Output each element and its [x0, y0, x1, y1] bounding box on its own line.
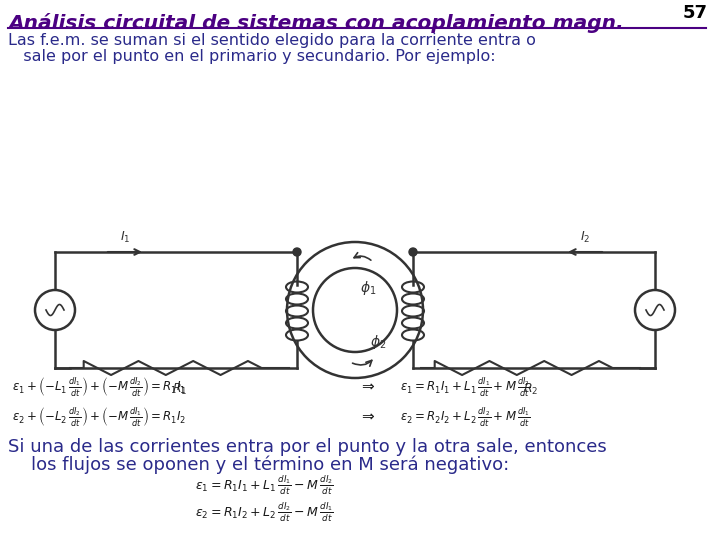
Text: Las f.e.m. se suman si el sentido elegido para la corriente entra o: Las f.e.m. se suman si el sentido elegid…: [8, 33, 536, 48]
Text: $I_2$: $I_2$: [580, 230, 590, 245]
Text: $\varepsilon_2 = R_2 I_2 + L_2\,\frac{dI_2}{dt} + M\,\frac{dI_1}{dt}$: $\varepsilon_2 = R_2 I_2 + L_2\,\frac{dI…: [400, 406, 531, 429]
Text: $\varepsilon_1 = R_1 I_1 + L_1\,\frac{dI_1}{dt} - M\,\frac{dI_2}{dt}$: $\varepsilon_1 = R_1 I_1 + L_1\,\frac{dI…: [195, 474, 334, 497]
Text: $\Rightarrow$: $\Rightarrow$: [359, 408, 377, 422]
Text: $\Rightarrow$: $\Rightarrow$: [359, 377, 377, 393]
Text: $R_2$: $R_2$: [523, 382, 538, 397]
Text: $\phi_2$: $\phi_2$: [370, 333, 387, 351]
Text: $I_1$: $I_1$: [120, 230, 130, 245]
Text: Si una de las corrientes entra por el punto y la otra sale, entonces: Si una de las corrientes entra por el pu…: [8, 438, 607, 456]
Circle shape: [635, 290, 675, 330]
Text: $\phi_1$: $\phi_1$: [360, 279, 377, 297]
Text: $\varepsilon_1$: $\varepsilon_1$: [46, 289, 60, 302]
Text: sale por el punto en el primario y secundario. Por ejemplo:: sale por el punto en el primario y secun…: [8, 49, 495, 64]
Text: $\varepsilon_1 = R_1 I_1 + L_1\,\frac{dI_1}{dt} + M\,\frac{dI_2}{dt}$: $\varepsilon_1 = R_1 I_1 + L_1\,\frac{dI…: [400, 375, 531, 399]
Text: $\varepsilon_2$: $\varepsilon_2$: [647, 289, 660, 302]
Circle shape: [409, 248, 417, 256]
Text: $\varepsilon_1 + \left(-L_1\,\frac{dI_1}{dt}\right) + \left(-M\,\frac{dI_2}{dt}\: $\varepsilon_1 + \left(-L_1\,\frac{dI_1}…: [12, 375, 186, 399]
Text: Análisis circuital de sistemas con acoplamiento magn.: Análisis circuital de sistemas con acopl…: [8, 13, 624, 33]
Text: $\varepsilon_2 = R_1 I_2 + L_2\,\frac{dI_2}{dt} - M\,\frac{dI_1}{dt}$: $\varepsilon_2 = R_1 I_2 + L_2\,\frac{dI…: [195, 501, 334, 524]
Circle shape: [293, 248, 301, 256]
Text: $\varepsilon_2 + \left(-L_2\,\frac{dI_2}{dt}\right) + \left(-M\,\frac{dI_1}{dt}\: $\varepsilon_2 + \left(-L_2\,\frac{dI_2}…: [12, 406, 186, 429]
Text: 57: 57: [683, 4, 708, 22]
Circle shape: [35, 290, 75, 330]
Text: $R_1$: $R_1$: [172, 382, 187, 397]
Text: los flujos se oponen y el término en M será negativo:: los flujos se oponen y el término en M s…: [8, 456, 509, 475]
